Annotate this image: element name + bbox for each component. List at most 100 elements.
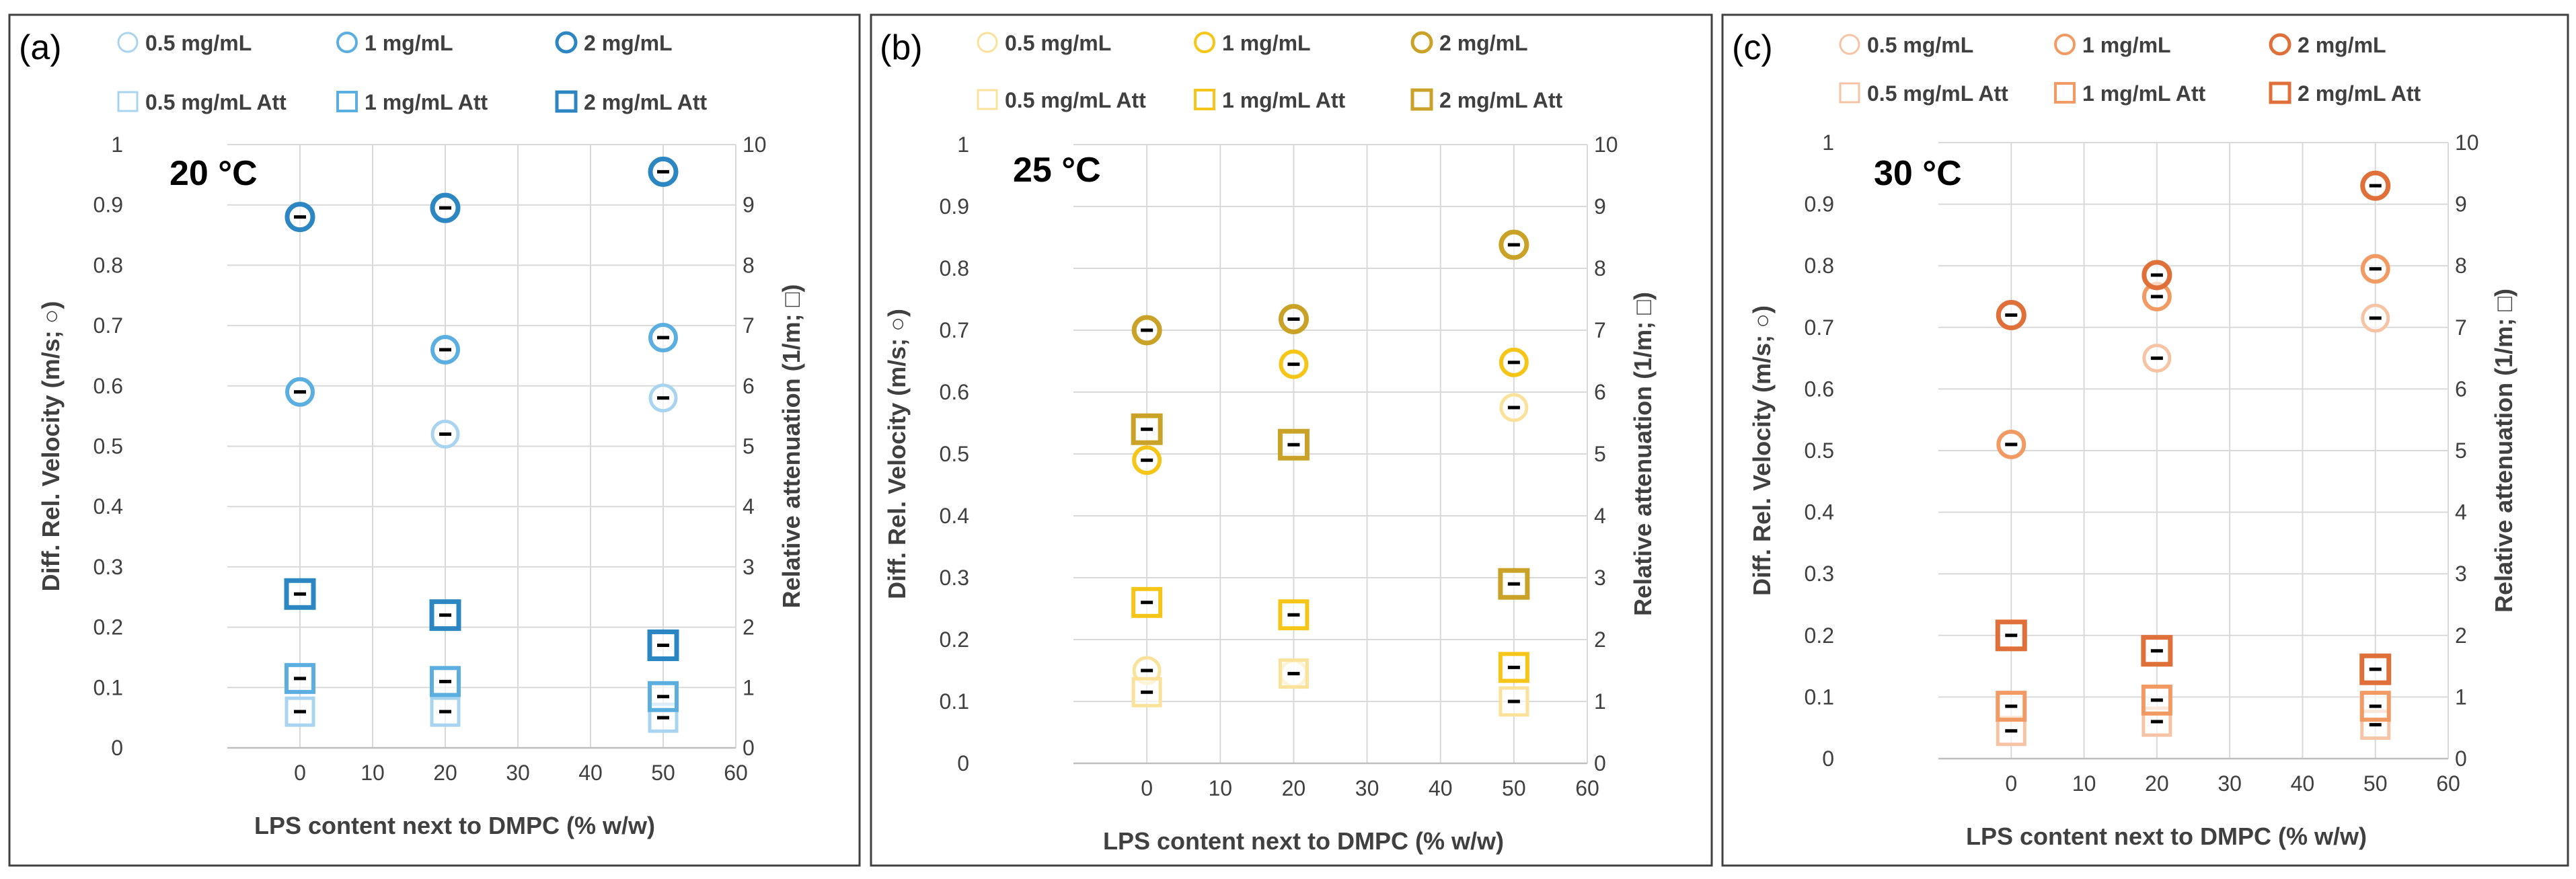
x-tick-label: 0 <box>1141 776 1153 800</box>
legend-label: 2 mg/mL <box>584 31 673 55</box>
temperature-annotation: 30 °C <box>1874 154 1962 193</box>
y-right-tick-label: 2 <box>743 615 755 640</box>
y-left-tick-label: 0.5 <box>93 434 123 459</box>
y-left-tick-label: 0.3 <box>1805 562 1834 586</box>
y-left-tick-label: 0.9 <box>940 194 969 219</box>
y-left-tick-label: 0.9 <box>93 193 123 217</box>
legend-marker-square <box>555 90 578 113</box>
legend-label: 0.5 mg/mL <box>1867 33 1973 57</box>
legend-label: 2 mg/mL Att <box>1439 88 1562 112</box>
y-left-tick-label: 0.6 <box>93 374 123 398</box>
y-right-tick-label: 9 <box>1594 194 1606 219</box>
x-tick-label: 10 <box>1208 776 1232 800</box>
legend-marker-circle <box>977 32 998 53</box>
x-tick-label: 10 <box>361 761 385 785</box>
x-tick-label: 50 <box>1502 776 1526 800</box>
y-right-tick-label: 10 <box>743 132 767 157</box>
legend-label: 1 mg/mL <box>365 31 453 55</box>
legend-marker-circle <box>1839 34 1860 55</box>
data-point-square <box>647 629 679 662</box>
x-tick-label: 50 <box>651 761 675 785</box>
data-point-square <box>1996 691 2027 722</box>
y-right-tick-label: 7 <box>1594 318 1606 342</box>
y-right-tick-label: 4 <box>2455 500 2467 525</box>
legend-marker-circle <box>117 32 139 53</box>
y-right-tick-label: 1 <box>2455 685 2467 709</box>
y-right-axis-title: Relative attenuation (1/m; □) <box>2490 289 2517 613</box>
y-right-tick-label: 3 <box>1594 566 1606 590</box>
data-point-square <box>1498 568 1530 600</box>
legend-marker-circle <box>1194 32 1215 53</box>
legend-marker-circle <box>336 32 358 53</box>
panel-0: 0 10 20 30 40 50 6000.10.20.30.40.50.60.70.80.… <box>8 13 861 867</box>
legend-label: 1 mg/mL <box>2082 33 2171 57</box>
y-right-tick-label: 4 <box>1594 504 1606 528</box>
y-left-tick-label: 1 <box>957 132 969 157</box>
y-left-tick-label: 0.4 <box>93 494 123 519</box>
y-right-tick-label: 10 <box>1594 132 1618 157</box>
y-right-tick-label: 0 <box>2455 747 2467 771</box>
legend-marker-square <box>977 89 998 110</box>
y-right-tick-label: 9 <box>2455 192 2467 217</box>
y-left-tick-label: 0.7 <box>1805 315 1834 340</box>
temperature-annotation: 25 °C <box>1013 151 1101 190</box>
data-point-square <box>1278 599 1310 631</box>
legend-label: 0.5 mg/mL <box>1005 31 1111 55</box>
y-right-tick-label: 0 <box>743 736 755 760</box>
legend-marker-circle <box>1410 31 1433 54</box>
x-tick-label: 50 <box>2363 771 2388 796</box>
legend-label: 1 mg/mL <box>1222 31 1311 55</box>
panel-frame <box>8 13 861 867</box>
y-right-tick-label: 5 <box>1594 442 1606 466</box>
legend-label: 2 mg/mL <box>2298 33 2386 57</box>
y-right-tick-label: 8 <box>1594 256 1606 280</box>
y-left-tick-label: 0.2 <box>93 615 123 640</box>
y-right-tick-label: 6 <box>1594 380 1606 404</box>
y-left-axis-title: Diff. Rel. Velocity (m/s; ○) <box>37 301 65 592</box>
panel-label: (c) <box>1732 28 1773 67</box>
legend-marker-square <box>117 91 139 112</box>
y-right-tick-label: 5 <box>2455 438 2467 463</box>
y-right-tick-label: 1 <box>743 675 755 699</box>
legend-label: 0.5 mg/mL Att <box>1005 88 1146 112</box>
x-tick-label: 40 <box>1429 776 1453 800</box>
x-tick-label: 60 <box>1575 776 1599 800</box>
legend-label: 2 mg/mL Att <box>584 90 707 114</box>
y-left-tick-label: 0 <box>957 751 969 775</box>
y-right-tick-label: 7 <box>743 313 755 338</box>
x-tick-label: 20 <box>1282 776 1306 800</box>
x-tick-label: 30 <box>1355 776 1379 800</box>
y-right-tick-label: 2 <box>1594 627 1606 652</box>
legend-label: 0.5 mg/mL Att <box>145 90 287 114</box>
y-right-tick-label: 9 <box>743 193 755 217</box>
y-left-tick-label: 0.8 <box>940 256 969 280</box>
y-right-tick-label: 10 <box>2455 130 2479 155</box>
legend-marker-circle <box>555 31 578 54</box>
legend-marker-square <box>1839 82 1860 104</box>
y-right-tick-label: 3 <box>743 555 755 579</box>
x-tick-label: 10 <box>2072 771 2096 796</box>
panel-label: (b) <box>880 28 923 67</box>
legend-label: 1 mg/mL Att <box>365 90 488 114</box>
legend-marker-square <box>336 91 358 112</box>
panel-frame <box>870 13 1713 867</box>
temperature-annotation: 20 °C <box>169 154 258 193</box>
y-left-tick-label: 1 <box>111 132 123 157</box>
panel-frame <box>1721 13 2569 867</box>
y-left-tick-label: 0.2 <box>940 627 969 652</box>
y-right-axis-title: Relative attenuation (1/m; □) <box>778 284 805 609</box>
y-right-tick-label: 6 <box>2455 377 2467 401</box>
panel-2: 0 10 20 30 40 50 6000.10.20.30.40.50.60.70.80.… <box>1721 13 2569 867</box>
x-tick-label: 30 <box>2218 771 2242 796</box>
y-left-tick-label: 0.3 <box>93 555 123 579</box>
x-tick-label: 60 <box>2436 771 2460 796</box>
y-left-tick-label: 0.5 <box>1805 438 1834 463</box>
x-axis-title: LPS content next to DMPC (% w/w) <box>1966 823 2367 850</box>
y-left-tick-label: 0.5 <box>940 442 969 466</box>
x-tick-label: 0 <box>294 761 306 785</box>
y-right-tick-label: 3 <box>2455 562 2467 586</box>
panel-label: (a) <box>19 28 62 67</box>
y-left-tick-label: 0 <box>111 736 123 760</box>
y-left-tick-label: 0.8 <box>1805 254 1834 278</box>
